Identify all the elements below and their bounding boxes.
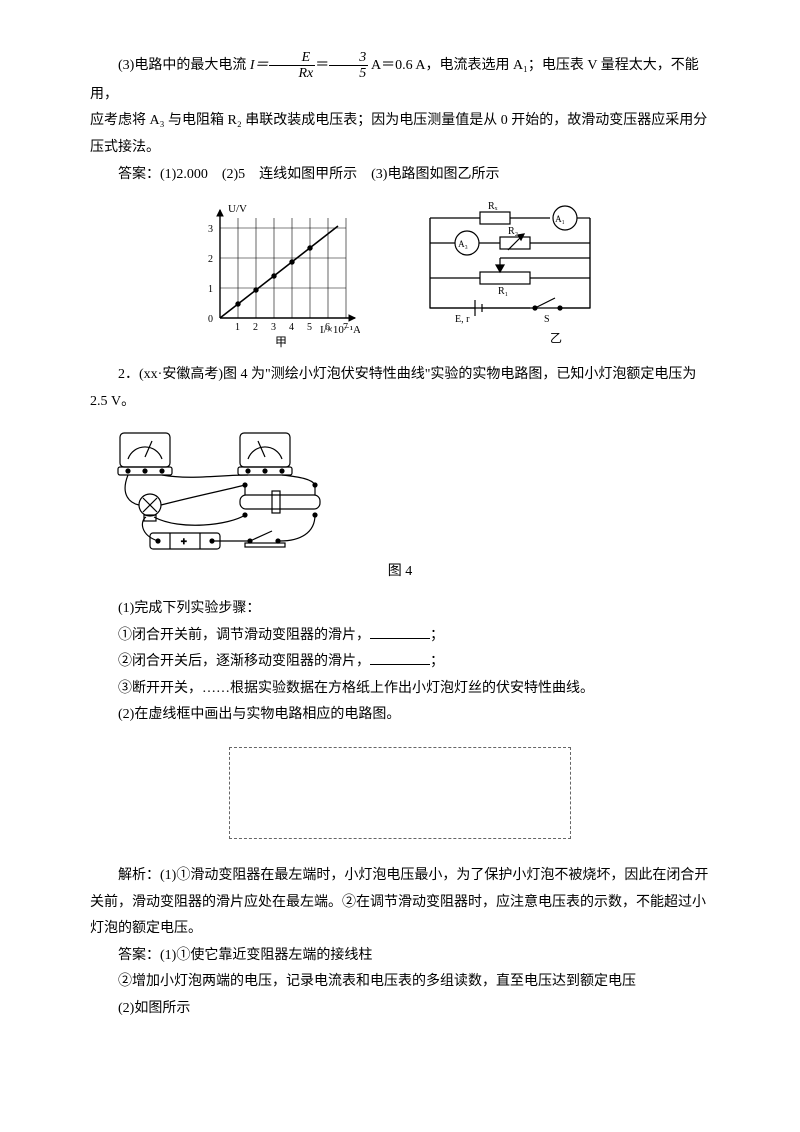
svg-text:2: 2 xyxy=(208,254,213,265)
svg-text:S: S xyxy=(544,314,550,325)
fraction-3-5: 35 xyxy=(329,50,368,82)
answer-1: 答案：(1)2.000 (2)5 连线如图甲所示 (3)电路图如图乙所示 xyxy=(90,162,710,189)
step-3: ③断开开关，……根据实验数据在方格纸上作出小灯泡灯丝的伏安特性曲线。 xyxy=(90,676,710,703)
svg-text:3: 3 xyxy=(208,224,213,235)
circuit-caption: 乙 xyxy=(550,331,562,345)
svg-text:E, r: E, r xyxy=(455,314,470,325)
paragraph-3: (3)电路中的最大电流 I＝ERx＝35 A＝0.6 A，电流表选用 A₁；电压… xyxy=(90,50,710,108)
svg-text:+: + xyxy=(181,537,187,548)
page: (3)电路中的最大电流 I＝ERx＝35 A＝0.6 A，电流表选用 A₁；电压… xyxy=(0,0,800,1062)
svg-text:R₂: R₂ xyxy=(508,226,518,237)
svg-text:1: 1 xyxy=(235,322,240,333)
svg-text:A₁: A₁ xyxy=(555,214,565,224)
step-header: (1)完成下列实验步骤： xyxy=(90,596,710,623)
svg-text:R₁: R₁ xyxy=(498,286,508,297)
eq: ＝ xyxy=(315,58,329,73)
circuit-svg: Rₓ A₁ A₃ R₂ R₁ E, r S 乙 xyxy=(420,198,610,348)
svg-text:3: 3 xyxy=(271,322,276,333)
dashed-answer-box xyxy=(229,747,571,839)
ylabel: U/V xyxy=(228,203,247,215)
figure-chart: U/V I/×10⁻¹A 1 2 3 0 1 2 3 4 5 6 7 甲 xyxy=(190,198,360,348)
svg-text:A₃: A₃ xyxy=(458,239,468,249)
answer-2b: ②增加小灯泡两端的电压，记录电流表和电压表的多组读数，直至电压达到额定电压 xyxy=(90,969,710,996)
apparatus-svg: + xyxy=(90,425,350,555)
figure-4: + 图 4 xyxy=(90,425,710,586)
svg-text:5: 5 xyxy=(307,322,312,333)
svg-text:7: 7 xyxy=(343,322,348,333)
blank-2 xyxy=(370,664,430,665)
step-2: ②闭合开关后，逐渐移动变阻器的滑片，； xyxy=(90,649,710,676)
svg-text:6: 6 xyxy=(325,322,330,333)
figure-row-1: U/V I/×10⁻¹A 1 2 3 0 1 2 3 4 5 6 7 甲 xyxy=(90,198,710,348)
figure-4-label: 图 4 xyxy=(90,559,710,586)
blank-1 xyxy=(370,638,430,639)
analysis: 解析：(1)①滑动变阻器在最左端时，小灯泡电压最小，为了保护小灯泡不被烧坏，因此… xyxy=(90,863,710,943)
uv-chart-svg: U/V I/×10⁻¹A 1 2 3 0 1 2 3 4 5 6 7 甲 xyxy=(190,198,360,348)
step-1: ①闭合开关前，调节滑动变阻器的滑片，； xyxy=(90,623,710,650)
answer-2a: 答案：(1)①使它靠近变阻器左端的接线柱 xyxy=(90,943,710,970)
chart-caption: 甲 xyxy=(275,335,287,348)
step-q2: (2)在虚线框中画出与实物电路相应的电路图。 xyxy=(90,702,710,729)
svg-text:Rₓ: Rₓ xyxy=(488,201,498,212)
var-I: I＝ xyxy=(250,58,269,73)
figure-circuit: Rₓ A₁ A₃ R₂ R₁ E, r S 乙 xyxy=(420,198,610,348)
fraction-E-Rx: ERx xyxy=(269,50,316,82)
svg-text:2: 2 xyxy=(253,322,258,333)
text: (3)电路中的最大电流 xyxy=(118,58,250,73)
svg-text:4: 4 xyxy=(289,322,294,333)
question-2: 2．(xx·安徽高考)图 4 为"测绘小灯泡伏安特性曲线"实验的实物电路图，已知… xyxy=(90,362,710,415)
answer-2c: (2)如图所示 xyxy=(90,996,710,1023)
svg-text:0: 0 xyxy=(208,314,213,325)
paragraph-3b: 应考虑将 A₃ 与电阻箱 R₂ 串联改装成电压表；因为电压测量值是从 0 开始的… xyxy=(90,108,710,161)
svg-text:1: 1 xyxy=(208,284,213,295)
